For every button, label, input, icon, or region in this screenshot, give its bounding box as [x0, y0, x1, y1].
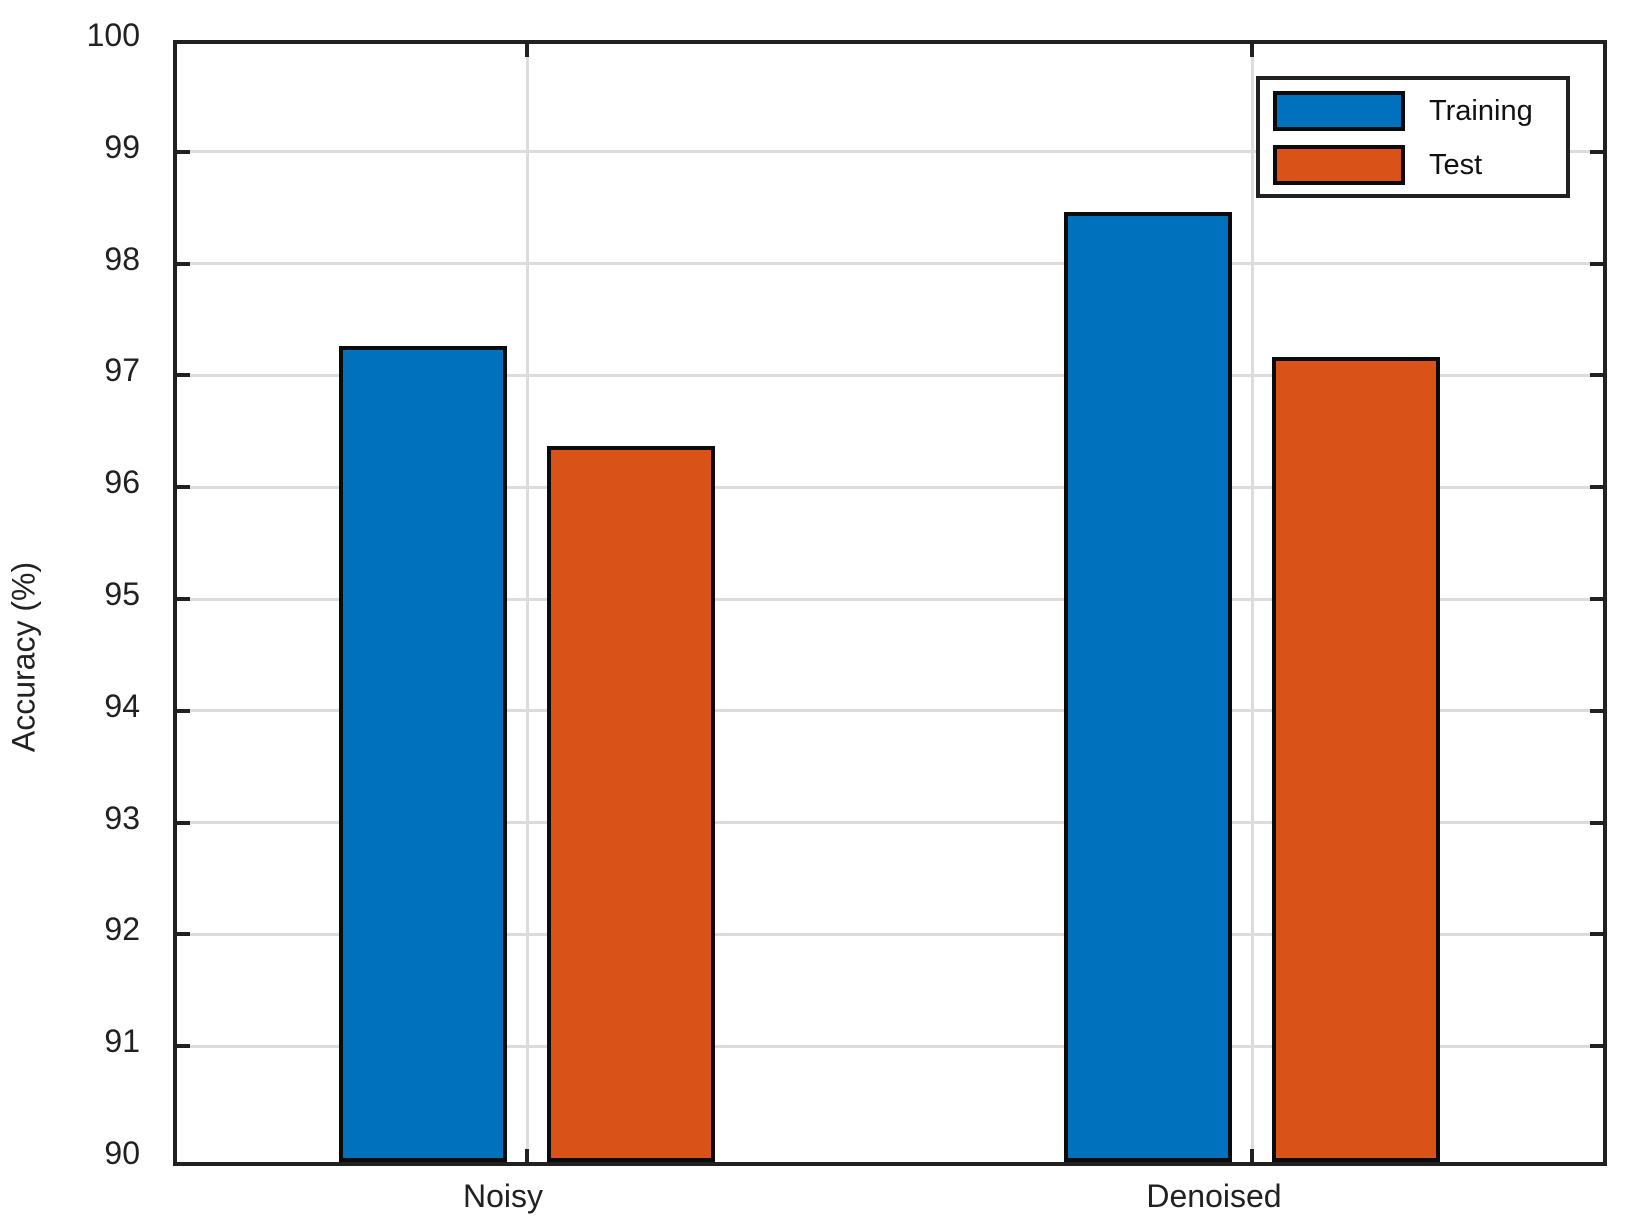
- h-gridline-94: [177, 709, 1603, 713]
- legend-item-test: Test: [1273, 145, 1566, 185]
- v-gridline-Noisy: [525, 44, 529, 1162]
- x-tick-label-noisy: Noisy: [462, 1178, 544, 1214]
- h-gridline-92: [177, 932, 1603, 936]
- y-tick-right-91: [1590, 1044, 1603, 1049]
- bar-noisy-test: [547, 446, 715, 1162]
- y-tick-right-94: [1590, 708, 1603, 713]
- y-tick-right-93: [1590, 820, 1603, 825]
- h-gridline-98: [177, 262, 1603, 266]
- legend: Training Test: [1256, 76, 1570, 198]
- plot-area: Training Test: [173, 40, 1607, 1166]
- h-gridline-91: [177, 1044, 1603, 1048]
- legend-label-test: Test: [1429, 148, 1483, 181]
- y-tick-left-98: [177, 261, 190, 266]
- y-tick-left-94: [177, 708, 190, 713]
- y-tick-right-97: [1590, 373, 1603, 378]
- y-tick-left-95: [177, 597, 190, 601]
- legend-label-training: Training: [1429, 94, 1533, 127]
- y-tick-label-98: 98: [104, 240, 140, 277]
- y-tick-label-99: 99: [104, 128, 140, 165]
- y-tick-label-96: 96: [104, 464, 140, 501]
- legend-swatch-training: [1273, 91, 1405, 131]
- y-tick-label-91: 91: [104, 1023, 140, 1060]
- h-gridline-97: [177, 373, 1603, 377]
- x-tick-top-Noisy: [525, 44, 529, 57]
- x-tick-bottom-Denoised: [1250, 1149, 1254, 1162]
- y-tick-label-90: 90: [104, 1135, 140, 1171]
- y-tick-label-92: 92: [104, 911, 140, 948]
- h-gridline-95: [177, 597, 1603, 601]
- h-gridline-93: [177, 821, 1603, 825]
- x-tick-top-Denoised: [1250, 44, 1254, 57]
- y-axis-label: Accuracy (%): [5, 561, 42, 753]
- bar-denoised-test: [1272, 357, 1440, 1162]
- y-tick-left-96: [177, 485, 190, 490]
- y-tick-left-97: [177, 373, 190, 378]
- h-gridline-96: [177, 485, 1603, 489]
- v-gridline-Denoised: [1250, 44, 1254, 1162]
- legend-swatch-test: [1273, 145, 1405, 185]
- y-tick-right-95: [1590, 597, 1603, 601]
- y-tick-left-93: [177, 820, 190, 825]
- y-tick-right-96: [1590, 485, 1603, 490]
- y-tick-left-92: [177, 932, 190, 937]
- bar-noisy-training: [339, 345, 507, 1162]
- y-tick-left-99: [177, 149, 190, 154]
- y-tick-right-98: [1590, 261, 1603, 266]
- y-tick-label-93: 93: [104, 799, 140, 836]
- y-tick-label-94: 94: [104, 687, 140, 724]
- y-tick-label-95: 95: [104, 576, 140, 612]
- h-gridline-99: [177, 150, 1603, 154]
- y-tick-right-92: [1590, 932, 1603, 937]
- y-tick-right-99: [1590, 149, 1603, 154]
- y-tick-label-100: 100: [86, 17, 140, 53]
- x-tick-label-denoised: Denoised: [1146, 1178, 1282, 1214]
- bar-denoised-training: [1064, 211, 1232, 1162]
- x-tick-bottom-Noisy: [525, 1149, 529, 1162]
- y-tick-left-91: [177, 1044, 190, 1049]
- legend-item-training: Training: [1273, 91, 1566, 131]
- y-tick-label-97: 97: [104, 352, 140, 389]
